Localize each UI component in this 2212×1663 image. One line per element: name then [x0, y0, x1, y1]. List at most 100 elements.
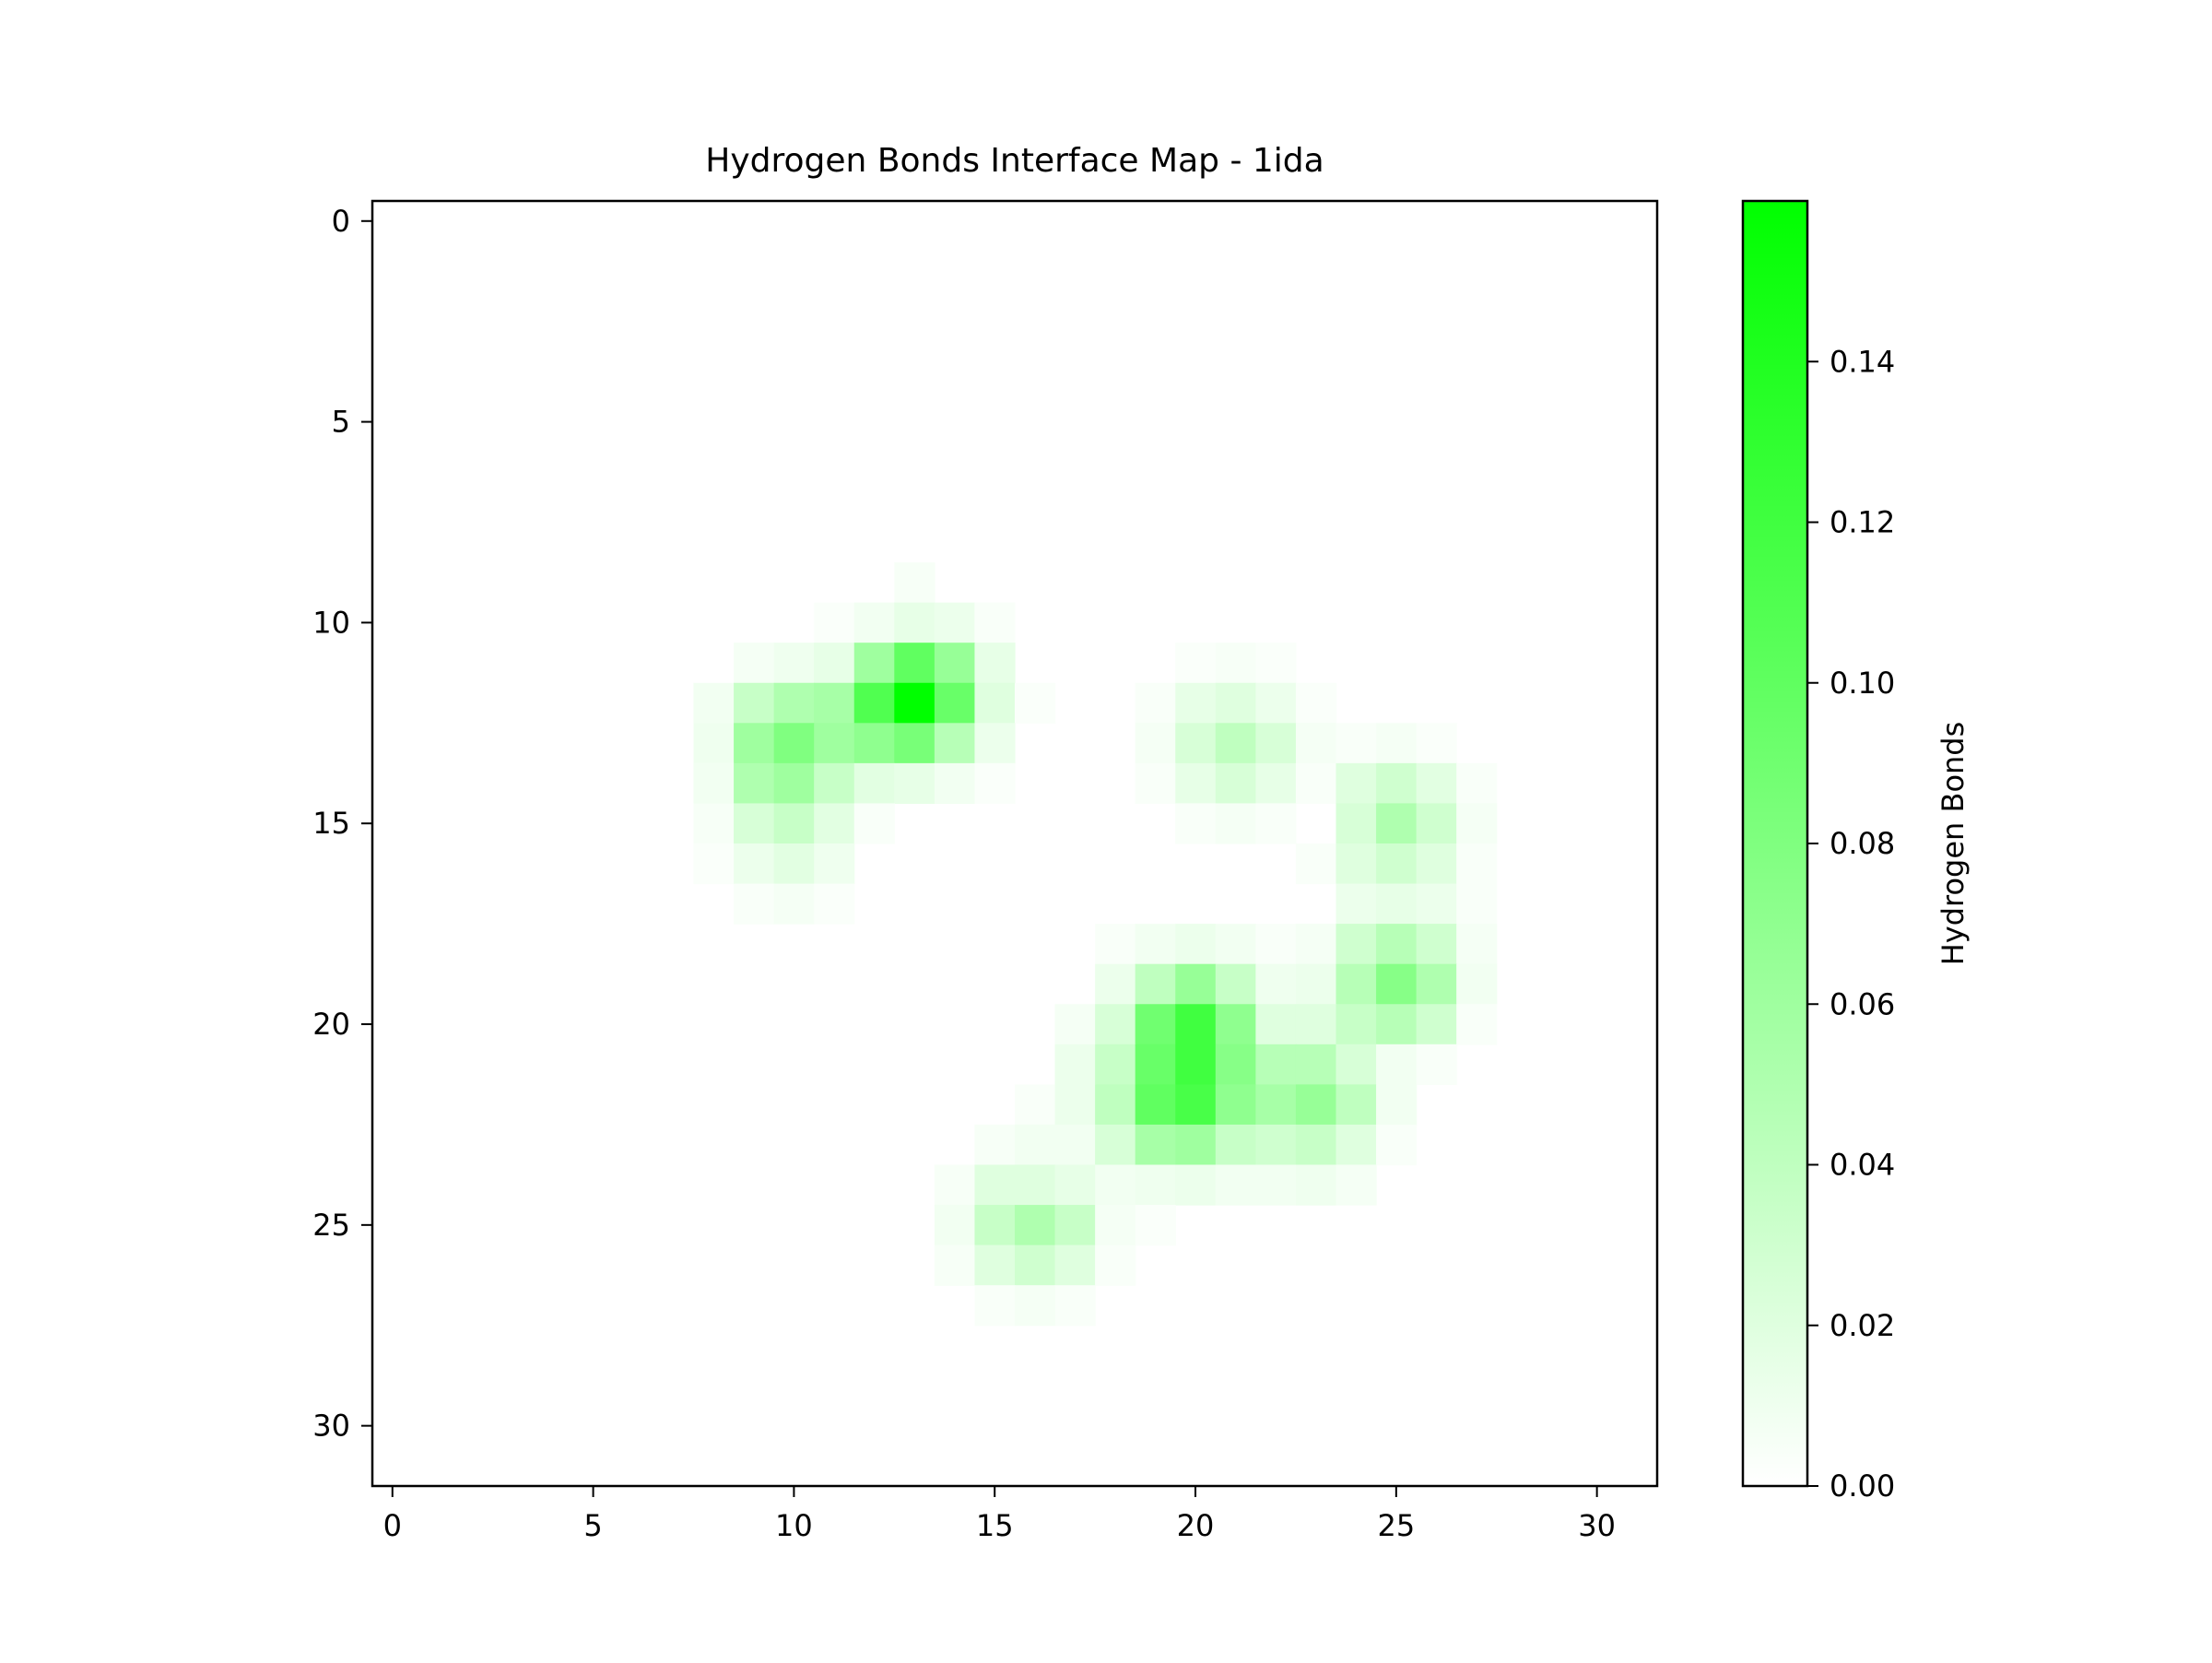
heatmap-cell: [934, 682, 976, 724]
y-tick-label: 15: [312, 806, 350, 841]
heatmap-cell: [1456, 1004, 1498, 1045]
heatmap-cell: [974, 1285, 1016, 1327]
heatmap-cell: [1015, 1164, 1056, 1206]
heatmap-cell: [894, 723, 935, 764]
heatmap-cell: [1335, 803, 1377, 844]
heatmap-cell: [1175, 762, 1217, 805]
colorbar-tick-label: 0.00: [1830, 1468, 1895, 1504]
heatmap-cell: [1015, 1084, 1056, 1126]
heatmap-cell: [1255, 1044, 1297, 1085]
colorbar-tick-label: 0.14: [1830, 344, 1895, 379]
colorbar-tick-label: 0.08: [1830, 826, 1895, 861]
heatmap-cell: [934, 1205, 976, 1246]
heatmap-cell: [1416, 723, 1457, 764]
y-tick-label: 30: [312, 1409, 350, 1444]
heatmap-cell: [1054, 1124, 1096, 1166]
heatmap-cell: [1255, 723, 1297, 764]
heatmap-cell: [1175, 924, 1217, 965]
heatmap-cell: [773, 682, 815, 724]
heatmap-cell: [934, 762, 976, 805]
heatmap-cell: [1135, 1084, 1176, 1126]
heatmap-cell: [1135, 762, 1176, 805]
heatmap-cell: [1175, 1044, 1217, 1085]
heatmap-cell: [974, 1124, 1016, 1166]
heatmap-cell: [1255, 762, 1297, 805]
heatmap-cell: [1054, 1205, 1096, 1246]
heatmap-cell: [1255, 1084, 1297, 1126]
heatmap-cell: [934, 602, 976, 643]
heatmap-cell: [1215, 1084, 1256, 1126]
heatmap-cell: [773, 883, 815, 925]
heatmap-cell: [773, 723, 815, 764]
heatmap-cell: [1015, 682, 1056, 724]
heatmap-cell: [1295, 1044, 1337, 1085]
heatmap-cell: [974, 1205, 1016, 1246]
heatmap-cell: [1054, 1004, 1096, 1045]
heatmap-cell: [853, 643, 895, 684]
heatmap-cell: [773, 843, 815, 885]
heatmap-cell: [734, 723, 775, 764]
colorbar-label: Hydrogen Bonds: [1936, 722, 1971, 966]
heatmap-cell: [773, 762, 815, 805]
heatmap-cell: [974, 682, 1016, 724]
heatmap-cell: [693, 762, 735, 805]
colorbar-tick-label: 0.12: [1830, 505, 1895, 540]
heatmap-cell: [1095, 1124, 1136, 1166]
heatmap-cell: [974, 643, 1016, 684]
heatmap-cell: [1416, 803, 1457, 844]
heatmap-cell: [1215, 643, 1256, 684]
heatmap-cell: [693, 682, 735, 724]
heatmap-cell: [1376, 843, 1418, 885]
heatmap-cell: [894, 602, 935, 643]
heatmap-cell: [1456, 924, 1498, 965]
heatmap-cell: [1456, 803, 1498, 844]
heatmap-cell: [1456, 883, 1498, 925]
heatmap-cell: [1255, 924, 1297, 965]
colorbar-axis: 0.00 0.02 0.04 0.06 0.08 0.10 0.12 0.14: [1807, 344, 1895, 1504]
heatmap-cell: [1335, 762, 1377, 805]
heatmap-cell: [1135, 1004, 1176, 1045]
heatmap-cell: [1215, 803, 1256, 844]
y-axis: 0 5 10 15 20 25 30: [312, 204, 372, 1444]
heatmap-cell: [773, 803, 815, 844]
heatmap-cell: [974, 762, 1016, 805]
heatmap-cell: [1135, 1124, 1176, 1166]
colorbar-tick-label: 0.04: [1830, 1148, 1895, 1183]
heatmap-cell: [1376, 1004, 1418, 1045]
heatmap-cell: [1175, 1084, 1217, 1126]
heatmap-cell: [1255, 1004, 1297, 1045]
heatmap-cell: [1095, 1004, 1136, 1045]
heatmap-cell: [1054, 1285, 1096, 1327]
heatmap-cell: [1335, 963, 1377, 1005]
heatmap-cell: [1295, 1164, 1337, 1206]
x-axis: 0 5 10 15 20 25 30: [383, 1486, 1616, 1543]
heatmap-cell: [1335, 843, 1377, 885]
heatmap-cell: [1335, 1164, 1377, 1206]
heatmap-cell: [734, 843, 775, 885]
y-tick-label: 25: [312, 1208, 350, 1243]
heatmap-cell: [1456, 963, 1498, 1005]
heatmap-cell: [1416, 1004, 1457, 1045]
heatmap-cell: [1215, 1044, 1256, 1085]
heatmap-cell: [894, 762, 935, 805]
y-tick-label: 10: [312, 605, 350, 640]
heatmap-cell: [1215, 1164, 1256, 1206]
heatmap-cell: [814, 762, 855, 805]
x-tick-label: 30: [1578, 1508, 1616, 1543]
heatmap-cell: [1416, 883, 1457, 925]
heatmap-cell: [1295, 762, 1337, 805]
heatmap-cell: [734, 803, 775, 844]
heatmap-cell: [974, 1164, 1016, 1206]
heatmap-cell: [1416, 1044, 1457, 1085]
heatmap-cell: [934, 1244, 976, 1286]
heatmap-cell: [853, 682, 895, 724]
x-tick-label: 25: [1377, 1508, 1415, 1543]
heatmap-cell: [1416, 843, 1457, 885]
heatmap-cell: [1054, 1084, 1096, 1126]
x-tick-label: 10: [775, 1508, 813, 1543]
heatmap-cell: [1215, 924, 1256, 965]
heatmap-cell: [693, 843, 735, 885]
heatmap-cell: [814, 883, 855, 925]
heatmap-cell: [1335, 883, 1377, 925]
